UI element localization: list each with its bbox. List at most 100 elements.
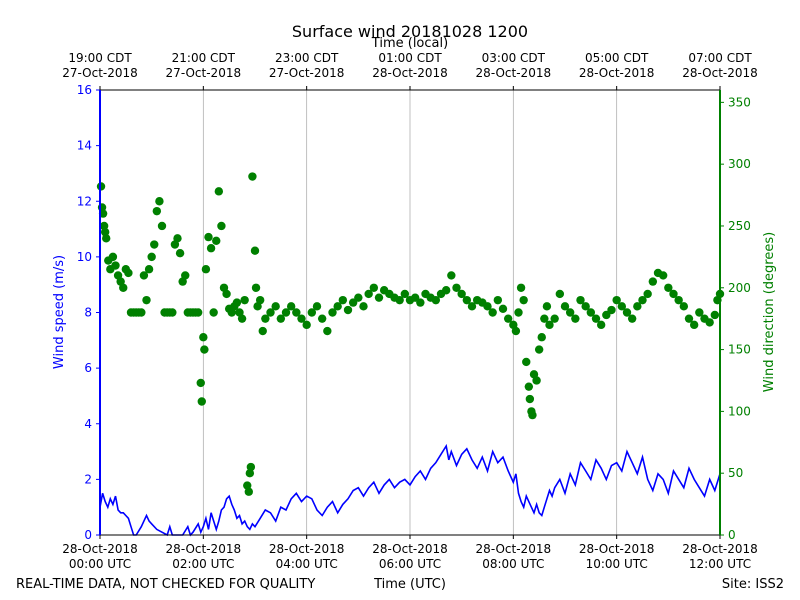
wind-direction-point bbox=[462, 295, 472, 305]
wind-direction-point bbox=[204, 232, 213, 242]
wind-direction-point bbox=[307, 308, 317, 317]
top-tick-time: 07:00 CDT bbox=[688, 51, 752, 65]
wind-direction-point bbox=[560, 302, 570, 311]
wind-direction-point bbox=[395, 295, 404, 305]
right-tick-label: 0 bbox=[728, 528, 736, 542]
wind-direction-point bbox=[525, 394, 535, 404]
left-axis-ticks: 0 2 4 6 8 10 12 14 16 bbox=[77, 83, 100, 542]
wind-direction-point bbox=[237, 314, 247, 323]
wind-direction-point bbox=[607, 305, 616, 315]
wind-direction-point bbox=[516, 283, 526, 292]
wind-direction-point bbox=[514, 308, 523, 317]
wind-direction-point bbox=[246, 462, 256, 472]
wind-direction-point bbox=[669, 289, 678, 299]
wind-direction-point bbox=[222, 289, 231, 299]
top-tick-date: 27-Oct-2018 bbox=[269, 66, 345, 80]
wind-direction-point bbox=[643, 289, 652, 299]
wind-direction-point bbox=[155, 197, 164, 206]
wind-direction-point bbox=[537, 333, 546, 342]
wind-direction-point bbox=[483, 302, 492, 311]
top-tick-time: 19:00 CDT bbox=[68, 51, 132, 65]
wind-direction-point bbox=[271, 302, 280, 311]
wind-direction-point bbox=[157, 221, 167, 231]
left-tick-label: 14 bbox=[77, 139, 92, 153]
wind-direction-point bbox=[199, 333, 208, 342]
wind-direction-point bbox=[99, 221, 109, 231]
left-tick-label: 2 bbox=[84, 472, 92, 486]
wind-direction-point bbox=[571, 314, 580, 323]
wind-direction-point bbox=[197, 397, 206, 406]
wind-direction-point bbox=[674, 295, 683, 305]
wind-direction-point bbox=[545, 320, 554, 330]
wind-direction-point bbox=[431, 295, 441, 305]
wind-direction-point bbox=[137, 308, 146, 317]
wind-direction-point bbox=[142, 295, 151, 305]
wind-direction-point bbox=[212, 236, 221, 246]
wind-direction-point bbox=[555, 289, 565, 299]
wind-direction-point bbox=[416, 298, 425, 307]
wind-direction-point bbox=[168, 308, 177, 317]
wind-direction-point bbox=[175, 248, 185, 258]
wind-direction-point bbox=[633, 302, 642, 311]
wind-direction-point bbox=[338, 295, 348, 305]
wind-direction-point bbox=[596, 320, 606, 330]
wind-direction-point bbox=[354, 293, 363, 302]
wind-direction-point bbox=[245, 468, 255, 478]
wind-direction-series bbox=[96, 172, 725, 496]
wind-direction-point bbox=[328, 308, 337, 317]
left-axis-label: Wind speed (m/s) bbox=[52, 255, 67, 369]
right-tick-label: 150 bbox=[728, 343, 751, 357]
wind-direction-point bbox=[374, 293, 384, 302]
top-tick-date: 28-Oct-2018 bbox=[372, 66, 448, 80]
wind-direction-point bbox=[612, 295, 621, 305]
wind-direction-point bbox=[111, 261, 120, 270]
wind-direction-point bbox=[447, 271, 456, 280]
bottom-tick-time: 00:00 UTC bbox=[69, 557, 131, 571]
wind-direction-point bbox=[679, 302, 689, 311]
wind-direction-point bbox=[648, 277, 658, 286]
wind-direction-point bbox=[102, 234, 111, 243]
wind-direction-point bbox=[312, 302, 322, 311]
wind-direction-point bbox=[96, 182, 106, 191]
wind-direction-point bbox=[119, 283, 128, 292]
wind-direction-point bbox=[359, 302, 368, 311]
top-tick-date: 28-Oct-2018 bbox=[579, 66, 655, 80]
wind-direction-point bbox=[695, 308, 704, 317]
wind-direction-point bbox=[250, 246, 260, 255]
wind-direction-point bbox=[705, 318, 714, 327]
wind-direction-point bbox=[232, 298, 242, 307]
top-tick-time: 03:00 CDT bbox=[482, 51, 546, 65]
wind-direction-point bbox=[248, 172, 257, 181]
wind-direction-point bbox=[457, 289, 466, 299]
wind-direction-point bbox=[532, 376, 541, 385]
wind-direction-point bbox=[100, 227, 110, 237]
right-tick-label: 350 bbox=[728, 95, 751, 109]
wind-direction-point bbox=[251, 283, 261, 292]
wind-direction-point bbox=[317, 314, 327, 323]
wind-direction-point bbox=[467, 302, 477, 311]
top-tick-date: 27-Oct-2018 bbox=[166, 66, 242, 80]
top-axis-label: Time (local) bbox=[371, 36, 448, 51]
right-tick-label: 100 bbox=[728, 404, 751, 418]
bottom-tick-date: 28-Oct-2018 bbox=[682, 542, 758, 556]
wind-direction-point bbox=[581, 302, 590, 311]
wind-direction-point bbox=[488, 308, 497, 317]
wind-direction-point bbox=[139, 271, 149, 280]
left-tick-label: 6 bbox=[84, 361, 92, 375]
wind-direction-point bbox=[124, 268, 133, 278]
wind-direction-point bbox=[276, 314, 286, 323]
wind-direction-point bbox=[206, 244, 216, 253]
wind-direction-point bbox=[542, 302, 552, 311]
wind-direction-point bbox=[343, 305, 353, 315]
wind-direction-point bbox=[240, 295, 249, 305]
wind-direction-point bbox=[196, 378, 205, 388]
wind-direction-point bbox=[591, 314, 601, 323]
wind-direction-point bbox=[498, 304, 508, 313]
right-tick-label: 250 bbox=[728, 219, 751, 233]
right-tick-label: 300 bbox=[728, 157, 751, 171]
wind-direction-point bbox=[441, 286, 451, 295]
left-tick-label: 10 bbox=[77, 250, 92, 264]
wind-direction-point bbox=[400, 289, 410, 299]
